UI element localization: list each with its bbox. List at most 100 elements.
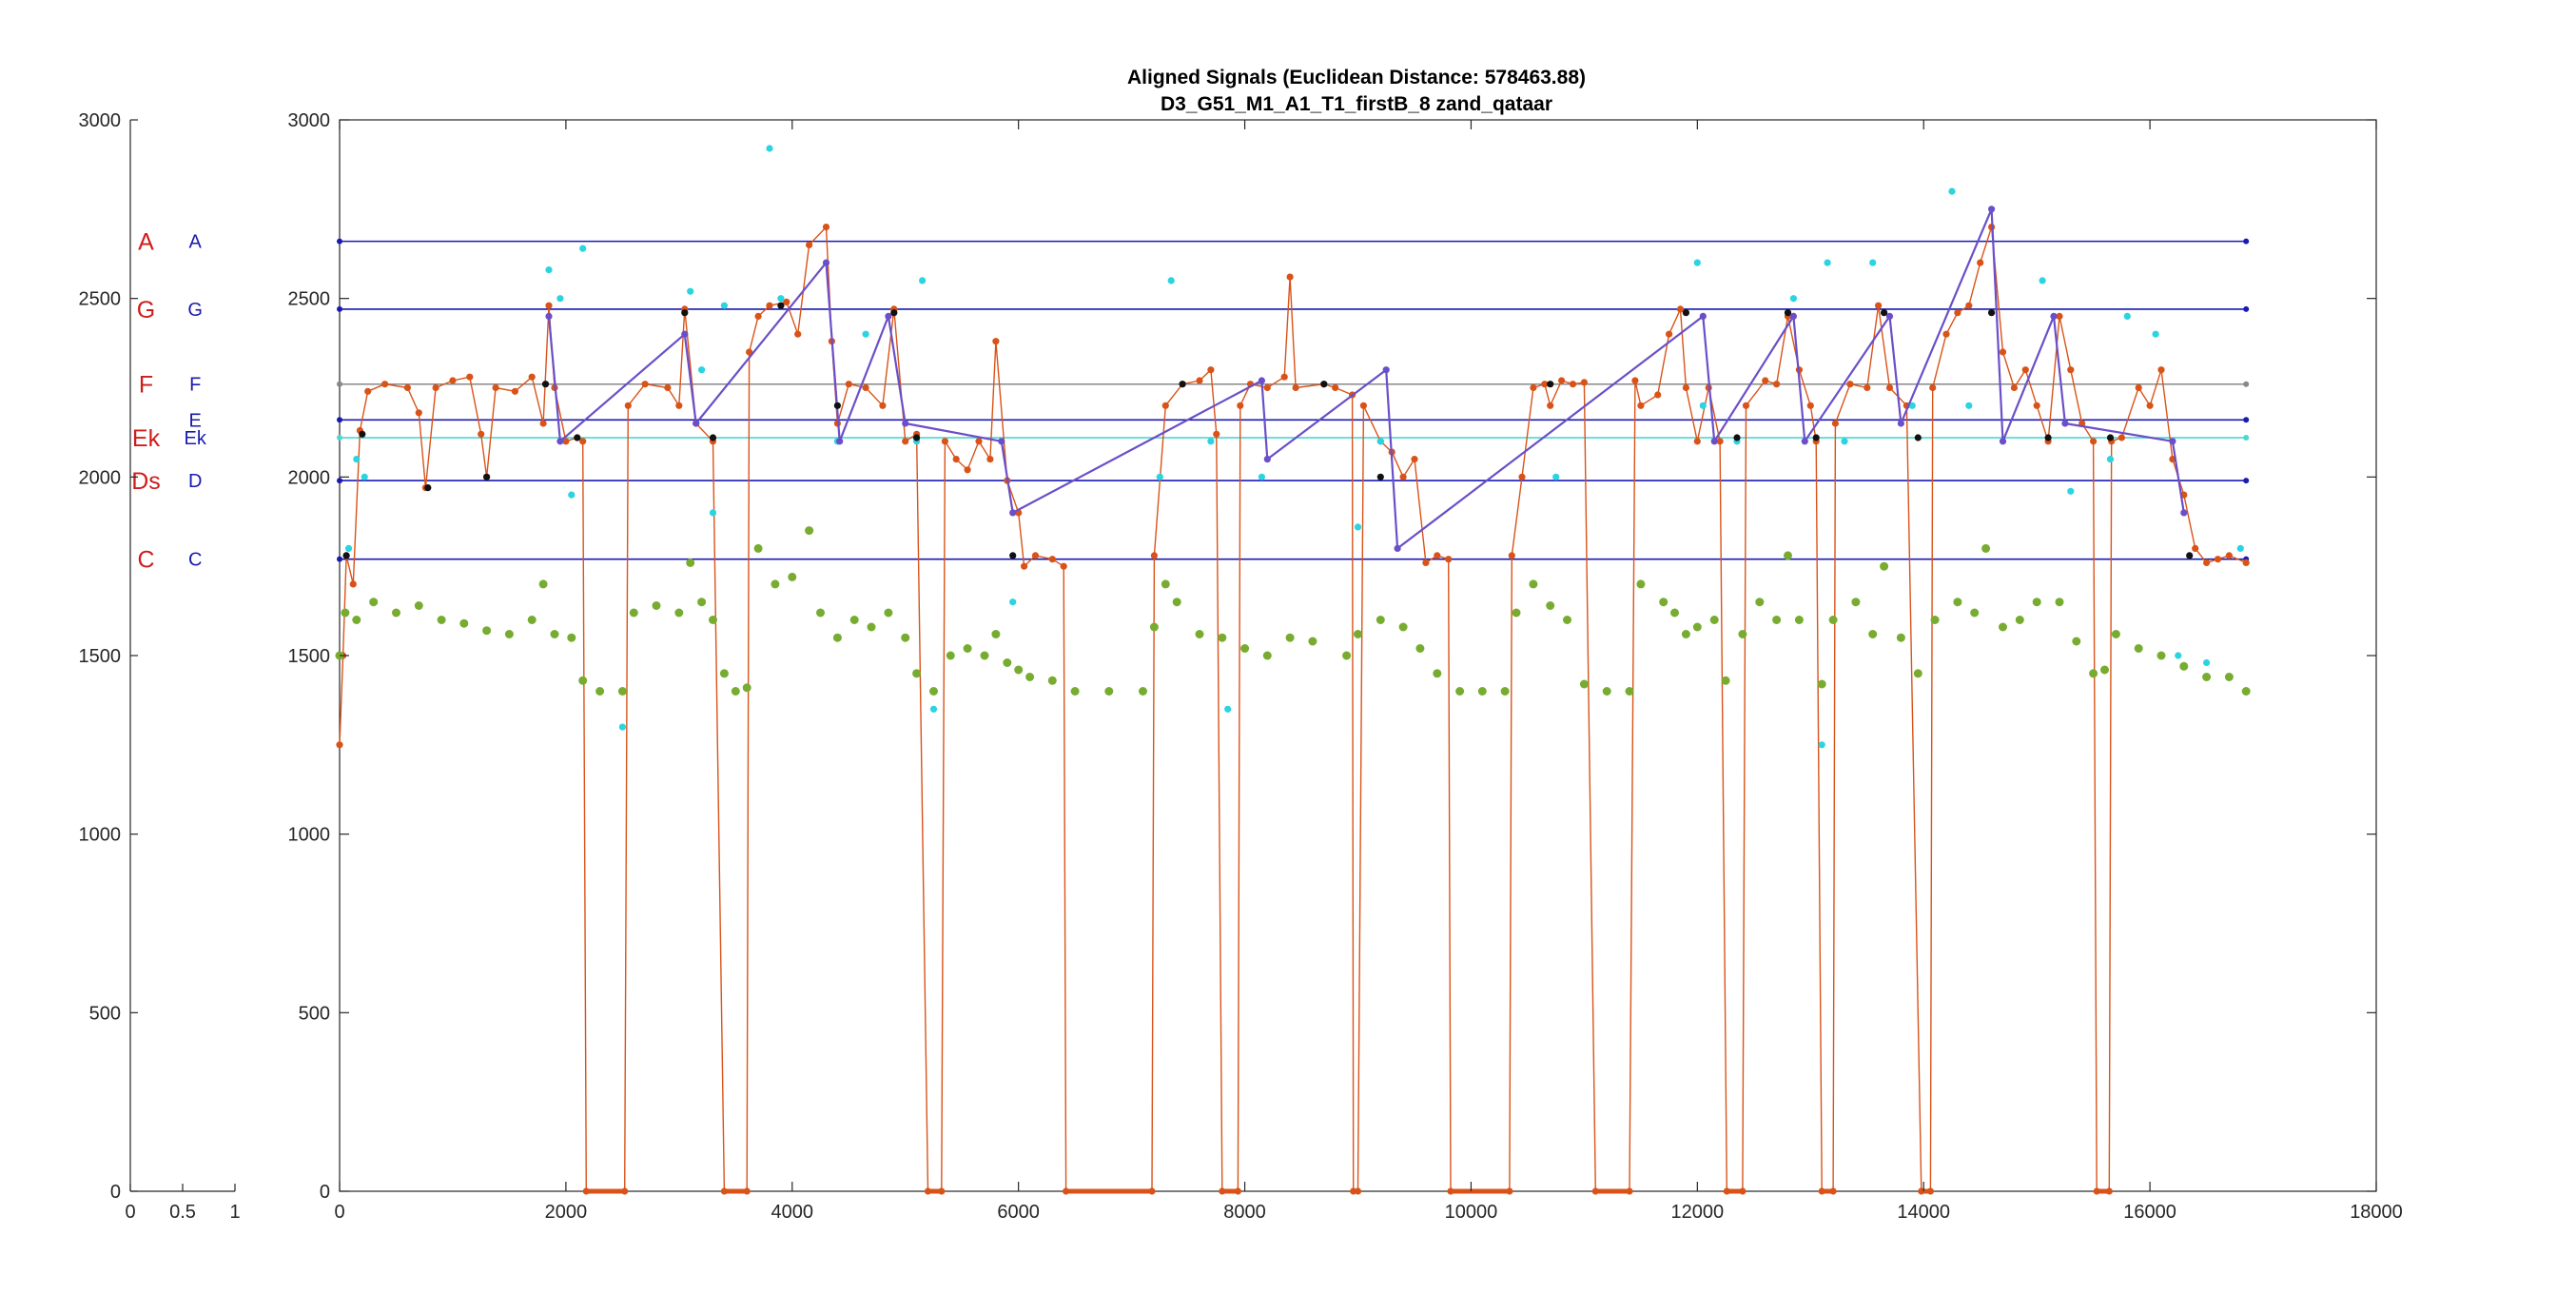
data-point	[2067, 366, 2075, 374]
data-point	[902, 420, 909, 427]
data-point	[629, 608, 638, 618]
data-point	[364, 387, 372, 395]
data-point	[822, 224, 830, 231]
data-point	[919, 277, 927, 284]
data-point	[1394, 544, 1401, 553]
y-tick-label: 1000	[288, 825, 331, 846]
data-point	[1014, 665, 1024, 675]
data-point	[1948, 187, 1956, 195]
y-tick-label: 0	[320, 1182, 330, 1203]
data-point	[1699, 402, 1707, 409]
data-point	[849, 616, 859, 624]
data-point	[1709, 616, 1719, 624]
data-point	[1930, 616, 1940, 624]
data-point	[1812, 434, 1820, 441]
data-point	[1851, 598, 1861, 607]
data-point	[986, 456, 994, 463]
x-tick-label: 16000	[2123, 1202, 2176, 1223]
data-point	[352, 616, 361, 624]
data-point	[1831, 420, 1839, 427]
data-point	[1733, 434, 1741, 441]
reference-line-end-marker	[2243, 417, 2250, 423]
legend-note-label: F	[189, 375, 201, 396]
y-tick-label: 500	[299, 1003, 330, 1024]
data-point	[1240, 644, 1250, 653]
data-point	[504, 630, 514, 638]
reference-line-start-marker	[337, 417, 342, 423]
data-point	[432, 383, 439, 392]
data-point	[2169, 438, 2176, 445]
data-point	[2106, 456, 2115, 463]
data-point	[2106, 434, 2115, 441]
data-point	[2146, 402, 2154, 409]
data-point	[1738, 630, 1747, 638]
data-point	[1308, 637, 1317, 646]
data-point	[2056, 312, 2063, 320]
signal-series	[335, 145, 2251, 1195]
data-point	[783, 298, 790, 305]
data-point	[1237, 402, 1244, 409]
series-4	[342, 302, 2194, 559]
data-point	[2044, 434, 2052, 441]
data-point	[545, 266, 553, 274]
data-point	[511, 387, 519, 395]
data-point	[1196, 377, 1203, 384]
data-point	[1970, 608, 1980, 618]
data-point	[1021, 562, 1028, 570]
y-tick-label: 3000	[288, 110, 331, 131]
chart-title: Aligned Signals (Euclidean Distance: 578…	[1127, 67, 1586, 88]
data-point	[952, 456, 960, 463]
data-point	[1399, 473, 1407, 480]
reference-line-end-marker	[2243, 478, 2250, 484]
data-point	[369, 598, 379, 607]
legend-y-tick-label: 2500	[79, 289, 122, 310]
data-point	[1913, 669, 1922, 678]
data-point	[2179, 661, 2189, 671]
data-point	[1262, 651, 1272, 660]
data-point	[1977, 259, 1984, 266]
data-point	[1104, 687, 1114, 696]
data-point	[1139, 687, 1147, 696]
data-point	[2039, 277, 2046, 284]
data-point	[1354, 523, 1362, 531]
data-point	[884, 608, 893, 618]
data-point	[1869, 259, 1877, 266]
data-point	[991, 630, 1001, 638]
data-point	[1150, 552, 1158, 559]
data-point	[794, 330, 802, 338]
data-point	[1500, 687, 1510, 696]
data-point	[845, 381, 852, 388]
data-point	[1286, 273, 1294, 281]
data-point	[2241, 687, 2251, 696]
data-point	[1263, 383, 1271, 392]
x-tick-label: 14000	[1897, 1202, 1950, 1223]
data-point	[2180, 509, 2188, 517]
data-point	[1512, 608, 1521, 618]
data-point	[1981, 543, 1991, 553]
reference-line-end-marker	[2243, 435, 2250, 441]
data-point	[1477, 687, 1487, 696]
data-point	[1376, 473, 1384, 480]
data-point	[1455, 687, 1465, 696]
data-point	[1692, 622, 1702, 632]
data-point	[1218, 633, 1227, 642]
data-point	[1999, 622, 2007, 632]
data-point	[641, 381, 649, 388]
legend-note-label: C	[137, 547, 154, 574]
data-point	[1699, 312, 1707, 320]
data-point	[1376, 616, 1385, 624]
data-point	[1965, 402, 1973, 409]
data-point	[1881, 309, 1888, 317]
data-point	[1213, 430, 1220, 438]
data-point	[885, 312, 892, 320]
data-point	[1179, 381, 1186, 388]
data-point	[946, 651, 955, 660]
data-point	[693, 420, 700, 427]
data-point	[867, 622, 876, 632]
data-point	[466, 373, 474, 381]
data-point	[1258, 377, 1265, 384]
data-point	[1762, 377, 1769, 384]
data-point	[1942, 330, 1950, 338]
data-point	[2021, 366, 2029, 374]
y-tick-label: 2000	[288, 467, 331, 488]
